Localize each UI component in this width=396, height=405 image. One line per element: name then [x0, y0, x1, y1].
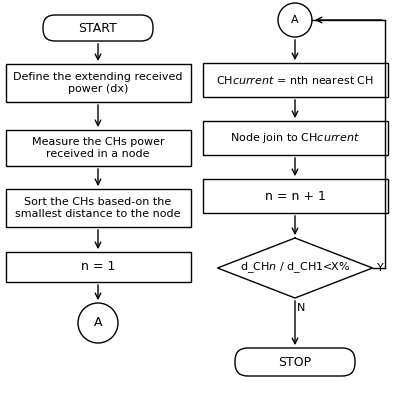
Bar	[6, 130, 190, 166]
Text: n = n + 1: n = n + 1	[265, 190, 326, 202]
Text: Define the extending received
power (dx): Define the extending received power (dx)	[13, 72, 183, 94]
Circle shape	[78, 303, 118, 343]
FancyBboxPatch shape	[235, 348, 355, 376]
Bar	[202, 179, 388, 213]
Text: n = 1: n = 1	[81, 260, 115, 273]
Text: A: A	[291, 15, 299, 25]
Text: START: START	[78, 21, 118, 34]
Text: Sort the CHs based-on the
smallest distance to the node: Sort the CHs based-on the smallest dista…	[15, 197, 181, 219]
Text: CH$\mathit{current}$ = nth nearest CH: CH$\mathit{current}$ = nth nearest CH	[216, 74, 374, 86]
Bar	[6, 189, 190, 227]
Bar	[202, 63, 388, 97]
Bar	[202, 121, 388, 155]
Text: A: A	[94, 316, 102, 330]
FancyBboxPatch shape	[43, 15, 153, 41]
Bar	[6, 252, 190, 282]
Text: Node join to CH$\mathit{current}$: Node join to CH$\mathit{current}$	[230, 131, 360, 145]
Polygon shape	[217, 238, 373, 298]
Text: d_CH$n$ / d_CH1<X%: d_CH$n$ / d_CH1<X%	[240, 260, 350, 275]
Bar	[6, 64, 190, 102]
Text: STOP: STOP	[278, 356, 312, 369]
Text: Measure the CHs power
received in a node: Measure the CHs power received in a node	[32, 137, 164, 159]
Text: Y: Y	[377, 263, 383, 273]
Circle shape	[278, 3, 312, 37]
Text: N: N	[297, 303, 305, 313]
